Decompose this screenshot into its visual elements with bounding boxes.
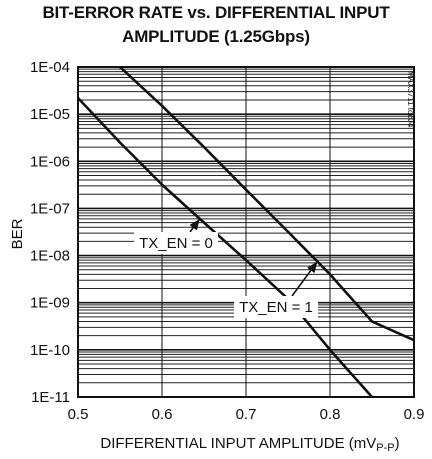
annotation-arrowhead (307, 261, 318, 274)
x-tick-label: 0.9 (404, 406, 425, 423)
annotation-label-box (134, 232, 218, 254)
x-tick-label: 0.8 (320, 406, 341, 423)
y-tick-label: 1E-04 (30, 59, 70, 76)
plot-frame (77, 66, 415, 398)
x-tick-label: 0.7 (236, 406, 257, 423)
annotation-label: TX_EN = 1 (239, 299, 313, 316)
chart-code-label: MAX3711 toc04 (406, 71, 415, 128)
annotation-label-box (234, 296, 318, 318)
annotations: TX_EN = 0 TX_EN = 1 (134, 218, 319, 318)
chart-title-line-2: AMPLITUDE (1.25Gbps) (122, 27, 310, 46)
grid-lines (77, 66, 415, 398)
series-line-1 (77, 97, 373, 398)
y-tick-label: 1E-08 (30, 248, 70, 265)
series-lines (77, 66, 415, 398)
y-tick-label: 1E-11 (31, 389, 70, 406)
series-line-2 (119, 66, 415, 342)
x-axis-label: DIFFERENTIAL INPUT AMPLITUDE (mVP-P) (100, 435, 399, 454)
chart-title-line-1: BIT-ERROR RATE vs. DIFFERENTIAL INPUT (42, 3, 390, 22)
y-tick-label: 1E-07 (30, 200, 70, 217)
annotation-arrowhead (189, 218, 200, 231)
x-axis-label-subscript: P-P (376, 442, 394, 454)
y-tick-label: 1E-09 (30, 295, 70, 312)
y-tick-label: 1E-06 (30, 153, 70, 170)
x-axis-label-main: DIFFERENTIAL INPUT AMPLITUDE (mV (100, 435, 376, 452)
x-axis-label-close: ) (395, 435, 400, 452)
annotation-label: TX_EN = 0 (139, 235, 213, 252)
x-tick-label: 0.6 (152, 406, 173, 423)
y-axis-label: BER (9, 218, 26, 249)
x-tick-label: 0.5 (68, 406, 89, 423)
axes: 1E-04 1E-05 1E-06 1E-07 1E-08 1E-09 1E-10 1E-11… (30, 59, 424, 423)
y-tick-label: 1E-05 (30, 106, 70, 123)
y-tick-label: 1E-10 (30, 342, 70, 359)
